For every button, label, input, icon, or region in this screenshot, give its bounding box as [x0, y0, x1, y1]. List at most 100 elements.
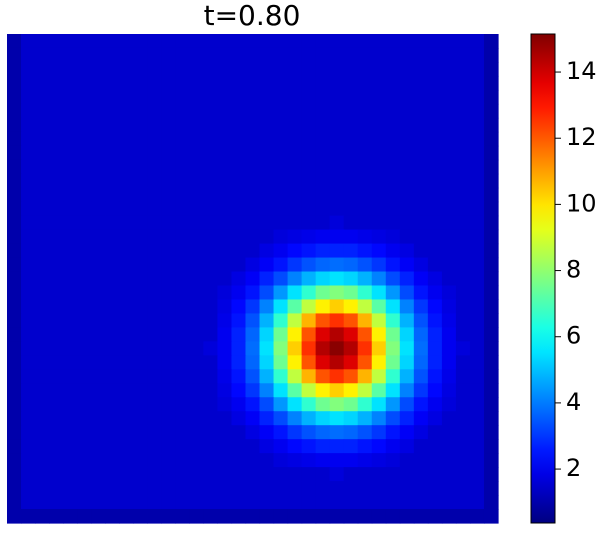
cell — [329, 355, 345, 370]
cell — [147, 509, 162, 524]
cell — [315, 481, 331, 496]
cell — [343, 271, 359, 287]
cell — [315, 397, 331, 412]
cell — [301, 61, 317, 77]
cell — [91, 103, 106, 119]
cell — [77, 103, 92, 119]
cell — [119, 201, 134, 217]
cell — [77, 313, 92, 328]
cell — [119, 411, 134, 426]
cell — [427, 411, 443, 426]
cell — [413, 425, 429, 440]
cell — [175, 299, 190, 315]
cell — [35, 145, 50, 161]
cell — [343, 257, 359, 273]
cell — [399, 327, 415, 342]
cell — [483, 397, 499, 412]
cell — [175, 173, 190, 189]
cell — [329, 453, 345, 468]
cell — [105, 187, 120, 203]
cell — [427, 201, 443, 217]
cell — [413, 453, 429, 468]
cell — [315, 145, 331, 161]
cell — [35, 215, 50, 231]
cell — [21, 131, 36, 147]
cell — [245, 215, 261, 231]
cell — [217, 61, 233, 77]
cell — [413, 327, 429, 342]
cell — [231, 327, 247, 342]
cell — [273, 215, 289, 231]
cell — [427, 271, 443, 287]
cell — [441, 173, 457, 189]
cell — [105, 173, 120, 189]
cell — [343, 173, 359, 189]
cell — [427, 229, 443, 245]
cell — [175, 47, 190, 63]
cell — [105, 313, 120, 328]
cell — [259, 145, 275, 161]
cell — [161, 313, 176, 328]
cell — [119, 369, 134, 384]
cell — [469, 285, 485, 301]
cell — [189, 257, 204, 273]
cell — [161, 173, 176, 189]
cell — [63, 159, 78, 175]
cell — [91, 299, 106, 315]
cell — [161, 509, 176, 524]
cell — [329, 145, 345, 161]
cell — [147, 61, 162, 77]
cell — [7, 75, 22, 91]
cell — [49, 285, 64, 301]
cell — [133, 47, 148, 63]
cell — [203, 411, 219, 426]
cell — [217, 327, 233, 342]
cell — [413, 117, 429, 133]
cell — [161, 75, 176, 91]
cell — [133, 117, 148, 133]
cell — [399, 75, 415, 91]
cell — [49, 425, 64, 440]
cell — [427, 61, 443, 77]
cell — [217, 467, 233, 482]
cell — [385, 131, 401, 147]
cell — [7, 173, 22, 189]
cell — [385, 75, 401, 91]
cell — [357, 411, 373, 426]
cell — [273, 89, 289, 105]
cell — [455, 117, 471, 133]
cell — [105, 75, 120, 91]
cell — [245, 439, 261, 454]
cell — [259, 369, 275, 384]
cell — [469, 61, 485, 77]
cell — [483, 61, 499, 77]
cell — [49, 299, 64, 315]
cell — [49, 271, 64, 287]
cell — [105, 243, 120, 259]
cell — [245, 271, 261, 287]
cell — [259, 439, 275, 454]
cell — [343, 159, 359, 175]
cell — [357, 495, 373, 510]
cell — [49, 257, 64, 273]
cell — [7, 383, 22, 398]
cell — [245, 34, 261, 49]
cell — [427, 481, 443, 496]
cell — [329, 173, 345, 189]
cell — [469, 47, 485, 63]
cell — [441, 355, 457, 370]
cell — [203, 257, 219, 273]
cell — [231, 61, 247, 77]
cell — [91, 271, 106, 287]
cell — [343, 229, 359, 245]
cell — [301, 257, 317, 273]
cell — [189, 229, 204, 245]
cell — [105, 439, 120, 454]
cell — [483, 117, 499, 133]
cell — [413, 159, 429, 175]
cell — [91, 201, 106, 217]
cell — [21, 467, 36, 482]
cell — [49, 34, 64, 49]
cell — [259, 481, 275, 496]
cell — [7, 369, 22, 384]
